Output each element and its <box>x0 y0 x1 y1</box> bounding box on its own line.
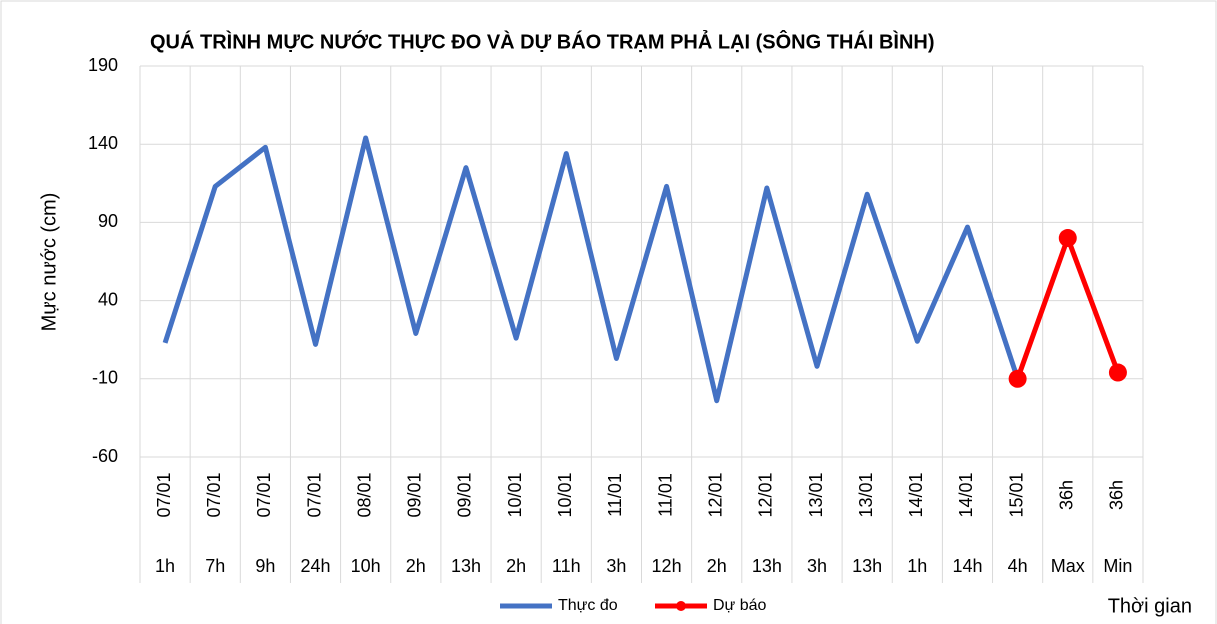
x-tick-date: 13/01 <box>806 472 826 517</box>
x-tick-time: 3h <box>606 556 626 576</box>
x-tick-time: 13h <box>752 556 782 576</box>
y-axis-label: Mực nước (cm) <box>38 193 60 332</box>
x-tick-time: 13h <box>852 556 882 576</box>
x-tick-date: 11/01 <box>605 473 625 517</box>
x-tick-time: 13h <box>451 556 481 576</box>
x-tick-date: 12/01 <box>705 472 725 517</box>
y-tick-label: 40 <box>98 289 118 309</box>
x-tick-date: 36h <box>1107 480 1127 510</box>
x-axis-label: Thời gian <box>1108 595 1192 617</box>
x-tick-time: 9h <box>255 556 275 576</box>
x-tick-date: 14/01 <box>906 472 926 517</box>
x-tick-time: Max <box>1051 556 1085 576</box>
x-tick-time: 11h <box>552 556 581 576</box>
y-tick-label: 140 <box>88 133 118 153</box>
x-tick-date: 15/01 <box>1006 472 1026 517</box>
x-tick-date: 07/01 <box>304 472 324 517</box>
y-tick-label: -60 <box>92 446 118 466</box>
y-tick-label: 190 <box>88 55 118 75</box>
x-tick-date: 13/01 <box>856 472 876 517</box>
x-tick-time: 3h <box>807 556 827 576</box>
chart-title: QUÁ TRÌNH MỰC NƯỚC THỰC ĐO VÀ DỰ BÁO TRẠ… <box>150 29 935 53</box>
x-tick-time: 7h <box>205 556 225 576</box>
x-tick-date: 36h <box>1057 480 1077 510</box>
x-tick-time: 10h <box>351 556 381 576</box>
x-tick-time: 2h <box>506 556 526 576</box>
x-tick-date: 09/01 <box>405 472 425 517</box>
x-tick-date: 07/01 <box>204 472 224 517</box>
x-tick-time: 2h <box>406 556 426 576</box>
x-tick-time: 12h <box>652 556 682 576</box>
point <box>1058 229 1077 248</box>
legend-marker <box>676 601 686 611</box>
x-tick-date: 10/01 <box>555 472 575 517</box>
x-tick-time: 1h <box>155 556 175 576</box>
x-tick-date: 09/01 <box>455 472 475 517</box>
y-tick-label: -10 <box>92 368 118 388</box>
x-tick-date: 10/01 <box>505 472 525 517</box>
x-tick-date: 14/01 <box>956 472 976 517</box>
x-tick-time: 14h <box>952 556 982 576</box>
x-tick-date: 07/01 <box>154 472 174 517</box>
y-tick-label: 90 <box>98 211 118 231</box>
x-tick-time: 1h <box>907 556 927 576</box>
legend-label: Dự báo <box>713 597 767 614</box>
legend-label: Thực đo <box>558 597 618 614</box>
x-tick-date: 12/01 <box>756 472 776 517</box>
series-line <box>162 135 1021 404</box>
x-tick-time: 24h <box>301 556 331 576</box>
x-tick-date: 07/01 <box>254 472 274 517</box>
point <box>1108 363 1127 382</box>
x-tick-time: Min <box>1103 556 1132 576</box>
x-tick-date: 11/01 <box>655 473 675 517</box>
point <box>1008 369 1027 388</box>
x-tick-date: 08/01 <box>354 472 374 517</box>
x-tick-time: 4h <box>1008 556 1028 576</box>
x-tick-time: 2h <box>707 556 727 576</box>
